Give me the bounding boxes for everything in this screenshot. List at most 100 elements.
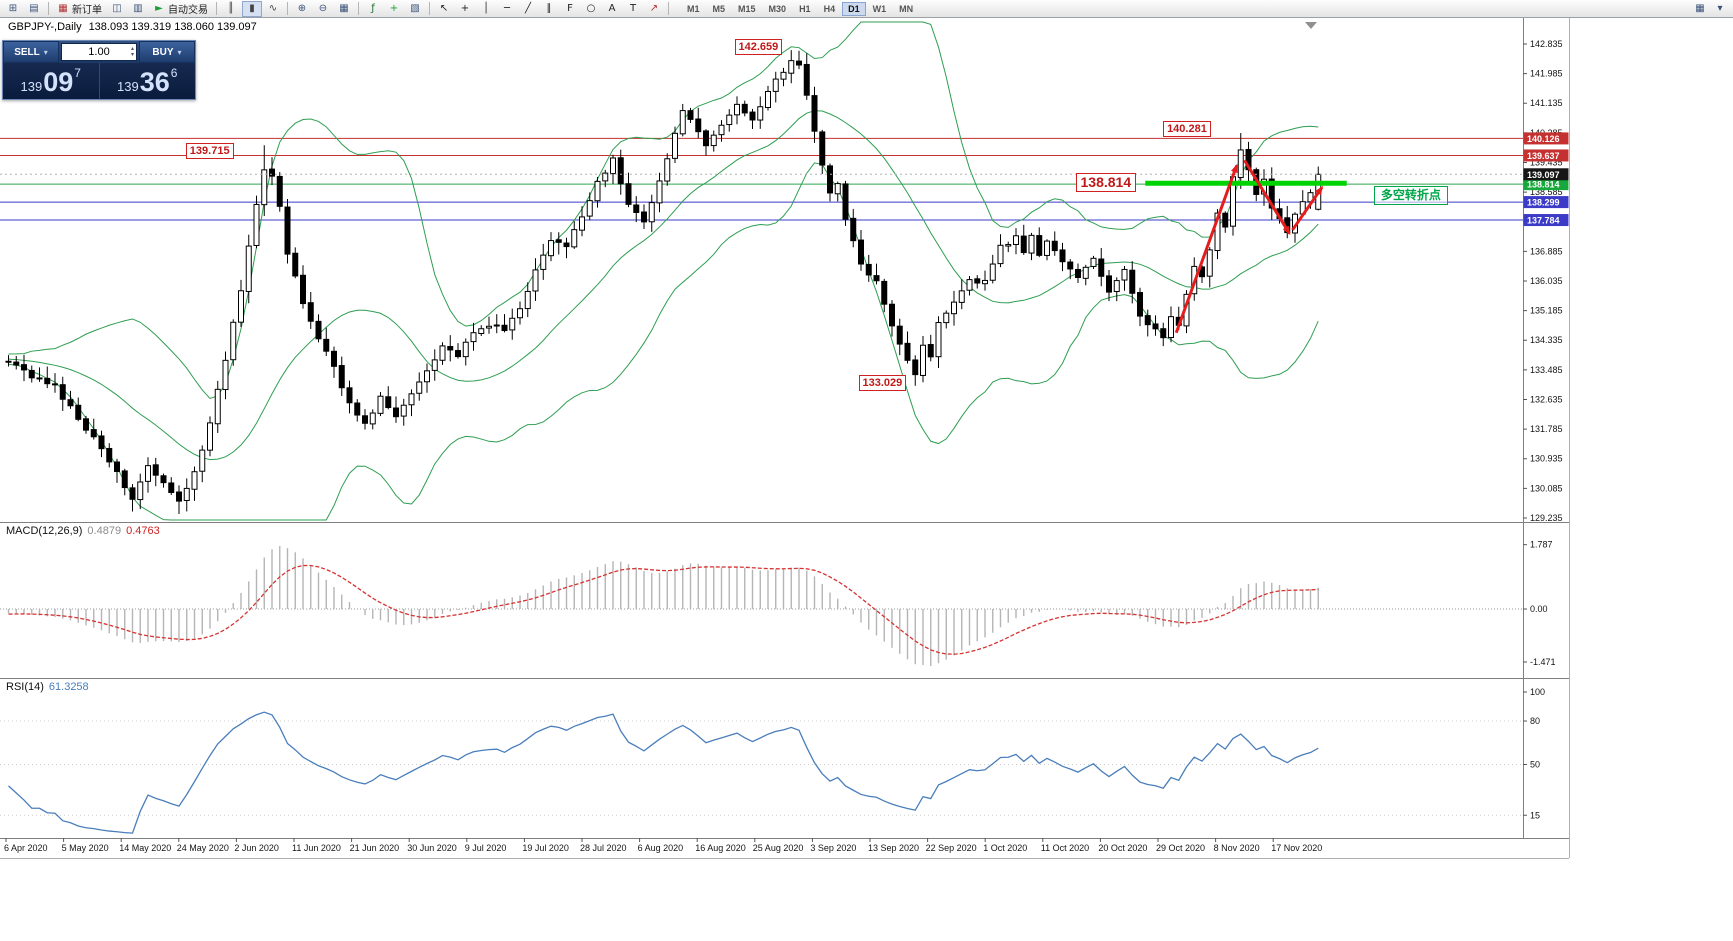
timeframe-m30[interactable]: M30	[763, 2, 793, 16]
chart-shift-marker[interactable]	[1305, 22, 1317, 29]
sell-dropdown-icon[interactable]: ▾	[43, 47, 48, 57]
macd-signal-value: 0.4763	[126, 525, 160, 537]
bar-chart-icon: ║	[227, 3, 235, 14]
svg-text:142.835: 142.835	[1530, 39, 1563, 49]
svg-text:17 Nov 2020: 17 Nov 2020	[1271, 843, 1322, 853]
toolbar-cursor-button[interactable]: ↖	[434, 1, 454, 17]
timeframe-m1[interactable]: M1	[681, 2, 706, 16]
svg-text:14 May 2020: 14 May 2020	[119, 843, 171, 853]
timeframe-m5[interactable]: M5	[707, 2, 732, 16]
svg-text:80: 80	[1530, 716, 1540, 726]
svg-text:6 Aug 2020: 6 Aug 2020	[638, 843, 684, 853]
svg-text:132.635: 132.635	[1530, 394, 1563, 404]
toolbar-zoom-out-button[interactable]: ⊖	[313, 1, 333, 17]
svg-text:139.637: 139.637	[1527, 151, 1560, 161]
trend-arrow[interactable]	[1174, 163, 1239, 334]
toolbar-profiles-button[interactable]: ▤	[24, 1, 44, 17]
toolbar-data-window-button[interactable]: ▥	[128, 1, 148, 17]
svg-text:100: 100	[1530, 687, 1545, 697]
toolbar-window-grid-button[interactable]: ▦	[1690, 1, 1710, 17]
toolbar-separator	[216, 2, 217, 15]
more-icon: ▾	[1717, 3, 1723, 14]
toolbar-templates-button[interactable]: ▧	[405, 1, 425, 17]
lot-size-field[interactable]: 1.00 ▴ ▾	[61, 43, 137, 61]
market-watch-icon: ◫	[112, 3, 122, 14]
svg-text:16 Aug 2020: 16 Aug 2020	[695, 843, 746, 853]
toolbar-channel-button[interactable]: ∥	[539, 1, 559, 17]
svg-text:137.784: 137.784	[1527, 216, 1560, 226]
bollinger-upper	[8, 21, 1319, 400]
price-tag[interactable]: 139.637	[1523, 149, 1569, 162]
timeframe-mn[interactable]: MN	[893, 2, 919, 16]
lot-size-value: 1.00	[88, 46, 110, 58]
price-tag[interactable]: 139.097	[1523, 168, 1569, 181]
svg-text:24 May 2020: 24 May 2020	[177, 843, 229, 853]
svg-text:50: 50	[1530, 760, 1540, 770]
time-scale[interactable]: 6 Apr 2020 5 May 2020 14 May 2020 24 May 20…	[4, 838, 1322, 853]
price-tag[interactable]: 140.126	[1523, 132, 1569, 145]
panel-separators[interactable]	[0, 18, 1570, 859]
buy-price-sup: 6	[170, 66, 178, 80]
sell-price-big: 09	[43, 67, 74, 97]
toolbar-new-order-button[interactable]: ▦ 新订单	[53, 1, 106, 17]
timeframe-m15[interactable]: M15	[732, 2, 762, 16]
toolbar-text-label-button[interactable]: T	[623, 1, 643, 17]
buy-button[interactable]: BUY ▾	[139, 41, 195, 63]
new-chart-icon: ⊞	[8, 3, 18, 14]
sell-button[interactable]: SELL ▾	[3, 41, 59, 63]
toolbar-auto-trading-button[interactable]: ► 自动交易	[149, 1, 212, 17]
trendline-icon: ╱	[524, 3, 532, 14]
toolbar-arrow-objects-button[interactable]: ↗	[644, 1, 664, 17]
toolbar-more-button[interactable]: ▾	[1710, 1, 1730, 17]
candlestick-chart-icon: ▮	[249, 3, 255, 14]
lot-spinner[interactable]: ▴ ▾	[131, 45, 134, 59]
toolbar-add-indicator-button[interactable]: +	[384, 1, 404, 17]
toolbar-indicators-button[interactable]: ƒ	[363, 1, 383, 17]
symbol-period-label: GBPJPY-,Daily	[8, 21, 82, 33]
trend-arrow[interactable]	[1291, 185, 1324, 231]
timeframe-h1[interactable]: H1	[793, 2, 817, 16]
svg-text:9 Jul 2020: 9 Jul 2020	[465, 843, 507, 853]
toolbar-new-chart-button[interactable]: ⊞	[3, 1, 23, 17]
toolbar-bar-chart-button[interactable]: ║	[221, 1, 241, 17]
toolbar-text-button[interactable]: A	[602, 1, 622, 17]
toolbar-fibonacci-button[interactable]: F	[560, 1, 580, 17]
timeframe-d1[interactable]: D1	[842, 1, 866, 16]
toolbar-right-group: ▦ ▾	[1690, 1, 1730, 17]
svg-text:141.135: 141.135	[1530, 98, 1563, 108]
toolbar-market-watch-button[interactable]: ◫	[107, 1, 127, 17]
toolbar-candlestick-chart-button[interactable]: ▮	[242, 0, 262, 17]
toolbar-shapes-button[interactable]: ○	[581, 1, 601, 17]
price-scale[interactable]: 142.835141.985141.135140.285139.435138.5…	[1523, 39, 1569, 523]
lot-up-icon[interactable]: ▴	[130, 46, 134, 52]
templates-icon: ▧	[410, 3, 420, 14]
toolbar-separator	[358, 2, 359, 15]
toolbar-crosshair-button[interactable]: +	[455, 1, 475, 17]
toolbar-trendline-button[interactable]: ╱	[518, 1, 538, 17]
toolbar-vertical-line-button[interactable]: │	[476, 1, 496, 17]
fibonacci-icon: F	[567, 3, 573, 14]
price-tag[interactable]: 137.784	[1523, 214, 1569, 227]
timeframe-w1[interactable]: W1	[867, 2, 893, 16]
buy-price[interactable]: 139 36 6	[98, 63, 196, 99]
toolbar-zoom-in-button[interactable]: ⊕	[292, 1, 312, 17]
toolbar-tile-windows-button[interactable]: ▦	[334, 1, 354, 17]
svg-text:11 Jun 2020: 11 Jun 2020	[292, 843, 341, 853]
svg-text:140.126: 140.126	[1527, 134, 1560, 144]
horizontal-levels[interactable]	[0, 137, 1523, 221]
toolbar-line-chart-button[interactable]: ∿	[263, 1, 283, 17]
buy-price-prefix: 139	[117, 79, 139, 94]
text-label-icon: T	[629, 3, 637, 14]
toolbar-horizontal-line-button[interactable]: ─	[497, 1, 517, 17]
buy-dropdown-icon[interactable]: ▾	[177, 47, 182, 57]
price-tag[interactable]: 138.814	[1523, 178, 1569, 191]
price-tag[interactable]: 138.299	[1523, 196, 1569, 209]
trend-arrow[interactable]	[1243, 159, 1291, 236]
svg-text:139.097: 139.097	[1527, 170, 1560, 180]
lot-down-icon[interactable]: ▾	[130, 52, 134, 58]
rsi-line	[8, 711, 1319, 834]
sell-price[interactable]: 139 09 7	[3, 63, 99, 99]
timeframe-h4[interactable]: H4	[818, 2, 842, 16]
